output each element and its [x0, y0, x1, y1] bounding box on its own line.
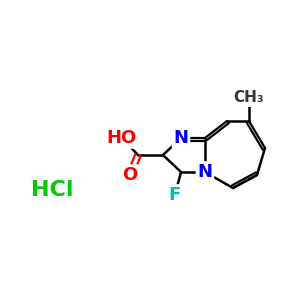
Text: F: F [169, 186, 181, 204]
Text: N: N [197, 163, 212, 181]
Text: N: N [173, 129, 188, 147]
Text: CH₃: CH₃ [234, 91, 264, 106]
Text: O: O [122, 166, 138, 184]
Text: HO: HO [107, 129, 137, 147]
Text: HCl: HCl [31, 180, 73, 200]
